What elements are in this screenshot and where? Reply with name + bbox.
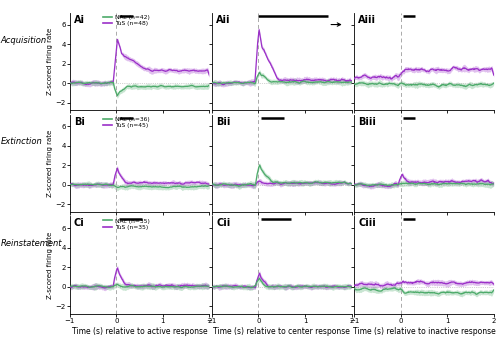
Text: Aiii: Aiii: [358, 15, 376, 25]
Text: Ci: Ci: [74, 218, 85, 228]
Legend: NAc (n=35), TuS (n=35): NAc (n=35), TuS (n=35): [104, 218, 150, 230]
Text: Acquisition: Acquisition: [0, 36, 46, 45]
X-axis label: Time (s) relative to inactive response: Time (s) relative to inactive response: [352, 327, 496, 336]
X-axis label: Time (s) relative to active response: Time (s) relative to active response: [72, 327, 208, 336]
Text: Biii: Biii: [358, 116, 376, 126]
Legend: NAc (n=42), TuS (n=48): NAc (n=42), TuS (n=48): [104, 15, 150, 26]
Text: Aii: Aii: [216, 15, 230, 25]
Text: Ai: Ai: [74, 15, 85, 25]
Text: Bi: Bi: [74, 116, 85, 126]
Text: Cii: Cii: [216, 218, 230, 228]
Text: Reinstatement: Reinstatement: [0, 239, 62, 248]
Text: Bii: Bii: [216, 116, 230, 126]
Y-axis label: Z-scored firing rate: Z-scored firing rate: [46, 28, 52, 95]
Text: Ciii: Ciii: [358, 218, 376, 228]
Y-axis label: Z-scored firing rate: Z-scored firing rate: [46, 231, 52, 299]
Text: Extinction: Extinction: [0, 137, 42, 146]
Y-axis label: Z-scored firing rate: Z-scored firing rate: [46, 130, 52, 197]
X-axis label: Time (s) relative to center response: Time (s) relative to center response: [214, 327, 350, 336]
Legend: NAc (n=36), TuS (n=45): NAc (n=36), TuS (n=45): [104, 117, 150, 128]
